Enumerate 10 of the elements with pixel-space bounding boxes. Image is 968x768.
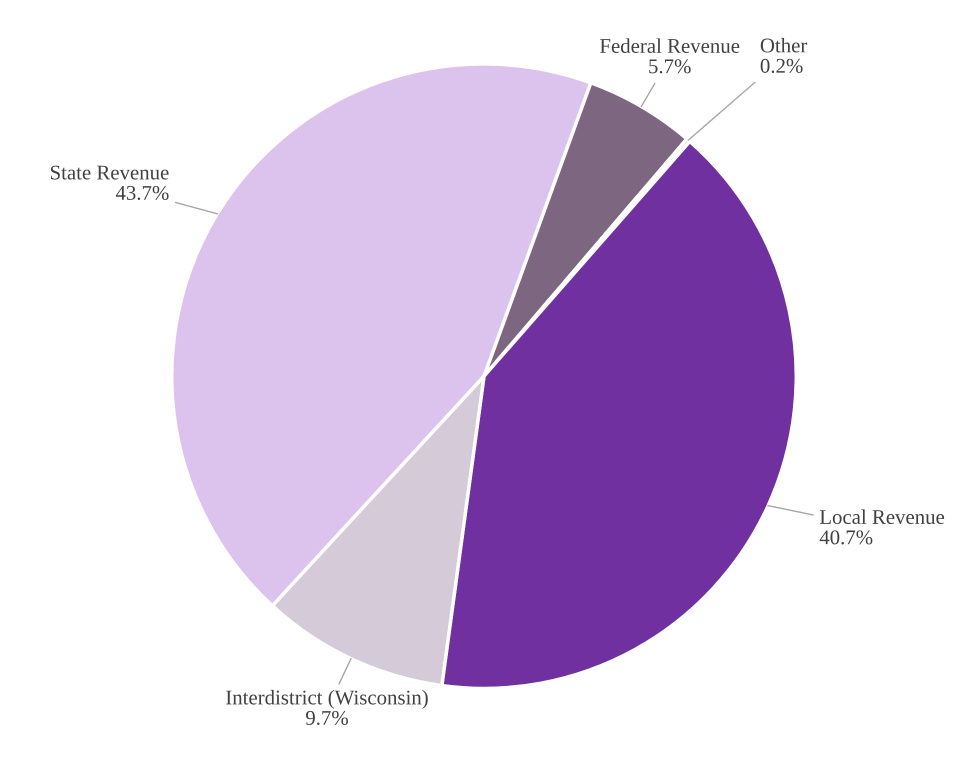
slice-label: Local Revenue	[820, 509, 944, 524]
data-label: 43.7%	[116, 186, 169, 200]
slice-label: State Revenue	[50, 166, 169, 180]
slice-label: Interdistrict (Wisconsin)	[226, 690, 428, 709]
data-label: 0.2%	[760, 58, 803, 73]
slice-label: Federal Revenue	[600, 38, 740, 53]
data-label: 5.7%	[649, 59, 691, 74]
slice-label: Other	[760, 38, 808, 53]
data-label: 9.7%	[306, 710, 348, 726]
data-label: 40.7%	[820, 530, 872, 544]
